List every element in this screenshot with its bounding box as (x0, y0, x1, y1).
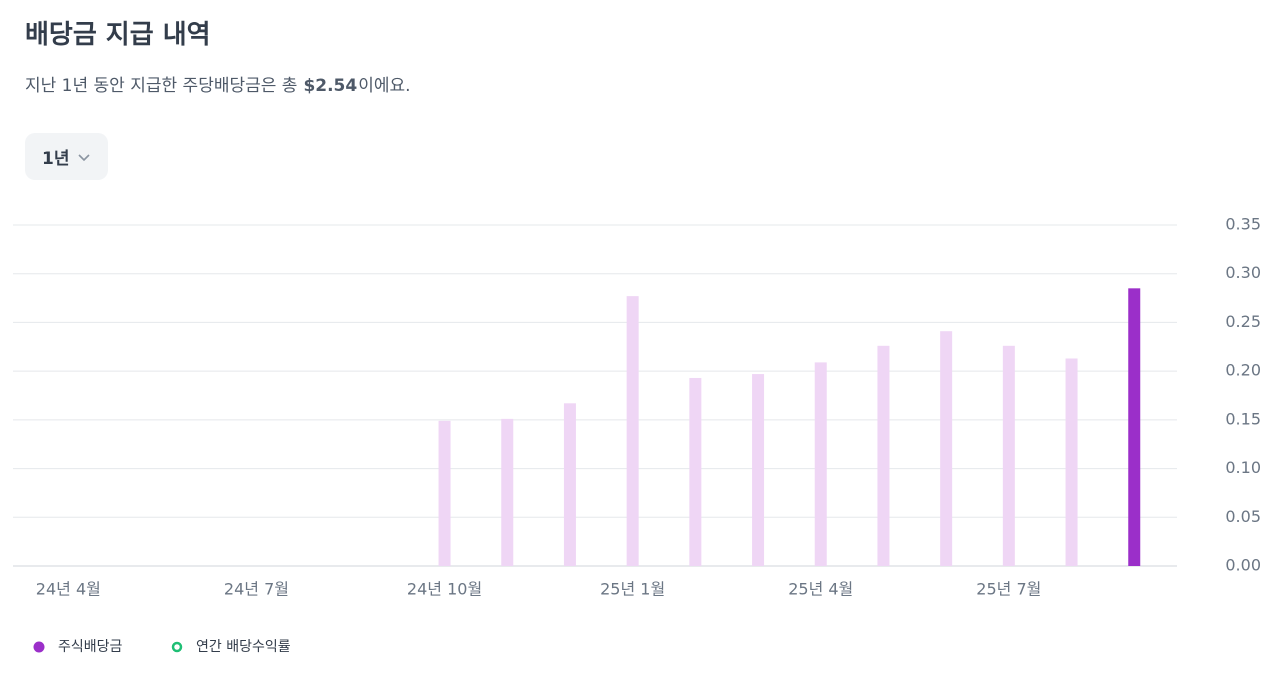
period-selector[interactable]: 1년 (25, 133, 108, 180)
bar (1065, 358, 1078, 566)
x-tick-label: 24년 7월 (224, 580, 289, 599)
legend-marker (33, 641, 45, 653)
y-tick-label: 0.25 (1225, 312, 1261, 331)
subtitle-text: 지난 1년 동안 지급한 주당배당금은 총 (25, 76, 298, 96)
bar (689, 377, 702, 566)
bar (1002, 345, 1015, 566)
bar (814, 362, 827, 566)
y-tick-label: 0.10 (1225, 458, 1261, 477)
bar (940, 331, 953, 566)
legend-label: 주식배당금 (58, 639, 123, 655)
chevron-icon (78, 153, 91, 161)
x-tick-label: 25년 4월 (788, 580, 853, 599)
period-label: 1년 (42, 149, 70, 169)
subtitle-amount: $2.54 (303, 76, 358, 96)
x-tick-label: 25년 1월 (600, 580, 665, 599)
x-tick-label: 25년 7월 (976, 580, 1041, 599)
bar (501, 418, 514, 566)
section-title: 배당금 지급 내역 (25, 20, 211, 50)
y-tick-label: 0.05 (1225, 507, 1261, 526)
y-tick-label: 0.20 (1225, 361, 1261, 380)
subtitle-text: 이에요. (358, 76, 411, 96)
legend-marker (171, 641, 183, 653)
bar (877, 345, 890, 566)
y-tick-label: 0.00 (1225, 556, 1261, 575)
subtitle: 지난 1년 동안 지급한 주당배당금은 총 $2.54이에요. (25, 71, 411, 96)
x-tick-label: 24년 4월 (36, 580, 101, 599)
y-tick-label: 0.35 (1225, 215, 1261, 234)
y-tick-label: 0.15 (1225, 409, 1261, 428)
bar (1128, 288, 1141, 566)
y-tick-label: 0.30 (1225, 263, 1261, 282)
x-tick-label: 24년 10월 (407, 580, 482, 599)
bar (626, 296, 639, 566)
bar (563, 403, 576, 566)
bar (752, 374, 765, 566)
legend-label: 연간 배당수익률 (196, 639, 291, 655)
bar (438, 420, 451, 566)
